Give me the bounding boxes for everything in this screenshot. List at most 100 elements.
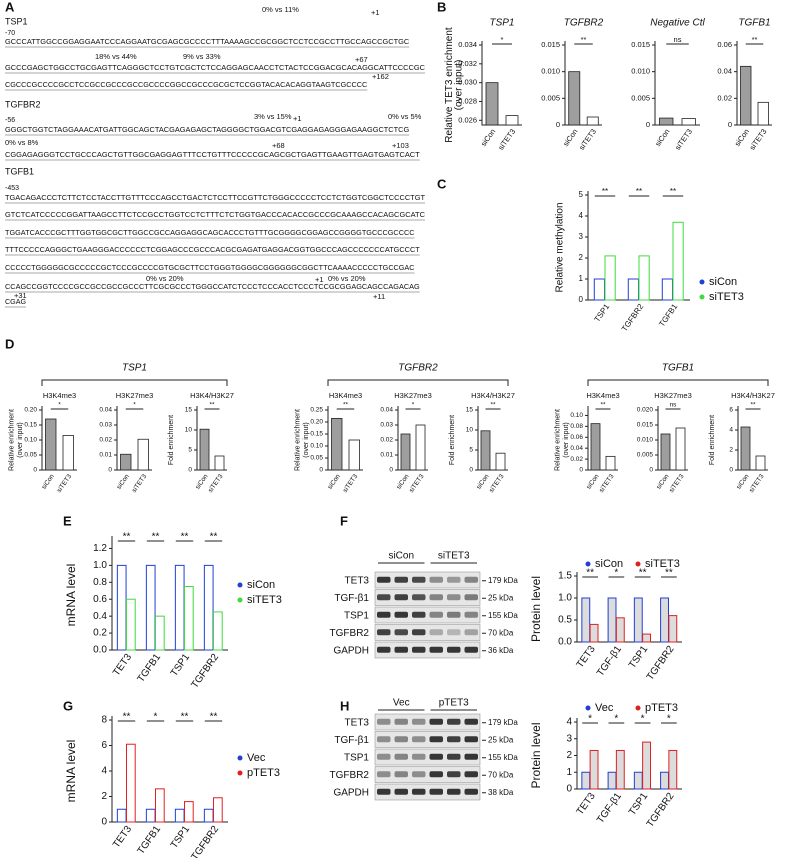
legend-label: siCon	[595, 558, 623, 570]
sig-label: *	[501, 35, 504, 44]
chart-title: H3K27me3	[394, 391, 432, 400]
bar	[607, 771, 617, 790]
seq-start: -56	[5, 117, 15, 124]
blot-band	[412, 611, 426, 618]
bar	[184, 586, 194, 651]
y-tick-label: 0.6	[93, 594, 107, 605]
blot-band	[394, 646, 408, 653]
y-tick-label: 5	[469, 447, 473, 454]
legend-marker	[699, 294, 705, 300]
y-axis-label: Relative enrichment	[295, 409, 302, 471]
y-tick-label: 0.02	[99, 437, 112, 444]
blot-band	[377, 594, 391, 601]
blot-band	[394, 576, 408, 583]
y-tick-label: 0.005	[541, 93, 560, 102]
bar	[485, 82, 499, 126]
panel-label: C	[437, 176, 447, 191]
legend-label: pTET3	[645, 702, 678, 714]
blot-band	[377, 718, 391, 725]
sig-label: *	[614, 714, 618, 725]
y-tick-label: 0.02	[570, 456, 583, 463]
blot-band	[447, 611, 461, 618]
bar	[568, 71, 581, 126]
blot-row-label: TGFBR2	[330, 628, 370, 639]
y-tick-label: 0.03	[380, 422, 393, 429]
blot-strip	[374, 731, 481, 748]
bar	[740, 426, 751, 471]
group-bracket	[41, 379, 228, 386]
sig-label: *	[412, 402, 415, 409]
y-tick-label: 0.02	[380, 437, 393, 444]
blot-band	[394, 611, 408, 618]
bar	[589, 749, 599, 790]
bar	[615, 617, 625, 643]
blot-strip	[374, 713, 481, 731]
chart-title: H3K4me3	[586, 391, 619, 400]
blot-row-label: TET3	[345, 717, 370, 728]
sig-label: **	[586, 568, 594, 579]
sequence-line: CCAGCCGGTCCCCGCCGCCGCCGCCCTTCGCGCCCTGGGC…	[5, 282, 420, 291]
y-tick-label: 0.030	[458, 78, 477, 87]
y-tick-label: 6	[101, 740, 107, 751]
blot-band	[429, 629, 443, 636]
sequence-line: GCCCGAGCTGGCCTGCGAGTTCAGGGCTCCTGTCGCTCTC…	[5, 63, 425, 72]
sig-label: **	[152, 532, 160, 543]
y-tick-label: 0.034	[458, 40, 477, 49]
bar	[581, 771, 591, 790]
y-tick-label: 0	[319, 467, 323, 474]
bar	[633, 771, 643, 790]
bar	[480, 430, 491, 471]
blot-strip	[374, 641, 481, 659]
y-tick-label: 1	[579, 274, 584, 283]
seq-start: -70	[5, 30, 15, 37]
blot-group: siTET3	[438, 551, 470, 562]
y-tick-label: 0	[101, 817, 107, 828]
gene-name: TSP1	[5, 16, 28, 26]
y-axis-label: Relative enrichment	[9, 409, 16, 471]
y-tick-label: 2	[579, 253, 584, 262]
y-tick-label: 0.2	[93, 628, 107, 639]
blot-band	[429, 788, 443, 795]
blot-row-label: TGF-β1	[334, 735, 369, 746]
bar	[605, 455, 616, 471]
blot-band	[429, 771, 443, 778]
group-bracket	[587, 379, 769, 386]
blot-band	[377, 736, 391, 743]
blot-band	[394, 594, 408, 601]
gene-name: TGFB1	[5, 166, 34, 176]
blot-band	[447, 629, 461, 636]
sig-label: *	[58, 402, 61, 409]
blot-band	[447, 576, 461, 583]
chart-title: H3K27me3	[654, 391, 692, 400]
y-tick-label: 2	[729, 447, 733, 454]
sig-label: *	[133, 402, 136, 409]
blot-band	[377, 788, 391, 795]
legend-label: pTET3	[247, 767, 280, 779]
blot-band	[464, 788, 478, 795]
site-note: 0% vs 8%	[5, 138, 39, 147]
chart-title: H3K4/H3K27	[471, 391, 515, 400]
y-tick-label: 0	[728, 120, 732, 129]
blot-row-label: TSP1	[344, 610, 369, 621]
chart-title: TGFB1	[738, 18, 770, 29]
y-tick-label: 1.0	[93, 560, 107, 571]
bar	[126, 598, 136, 651]
y-tick-label: 0.028	[458, 96, 477, 105]
site-note: 9% vs 33%	[183, 52, 221, 61]
blot-strip	[374, 606, 481, 624]
blot-band	[464, 718, 478, 725]
y-tick-label: 0.0	[558, 637, 572, 648]
blot-band	[394, 788, 408, 795]
blot-band	[377, 771, 391, 778]
site-note: 18% vs 44%	[95, 52, 137, 61]
blot-size: 179 kDa	[488, 718, 518, 727]
bar	[589, 623, 599, 643]
blot-band	[429, 611, 443, 618]
y-axis-label: Relative TET3 enrichment	[444, 27, 455, 143]
y-tick-label: 0.005	[637, 452, 654, 459]
legend-marker	[635, 561, 641, 567]
y-tick-label: 0.02	[717, 93, 732, 102]
blot-band	[377, 576, 391, 583]
blot-strip	[374, 766, 481, 783]
y-axis-label: (over input)	[563, 422, 570, 457]
